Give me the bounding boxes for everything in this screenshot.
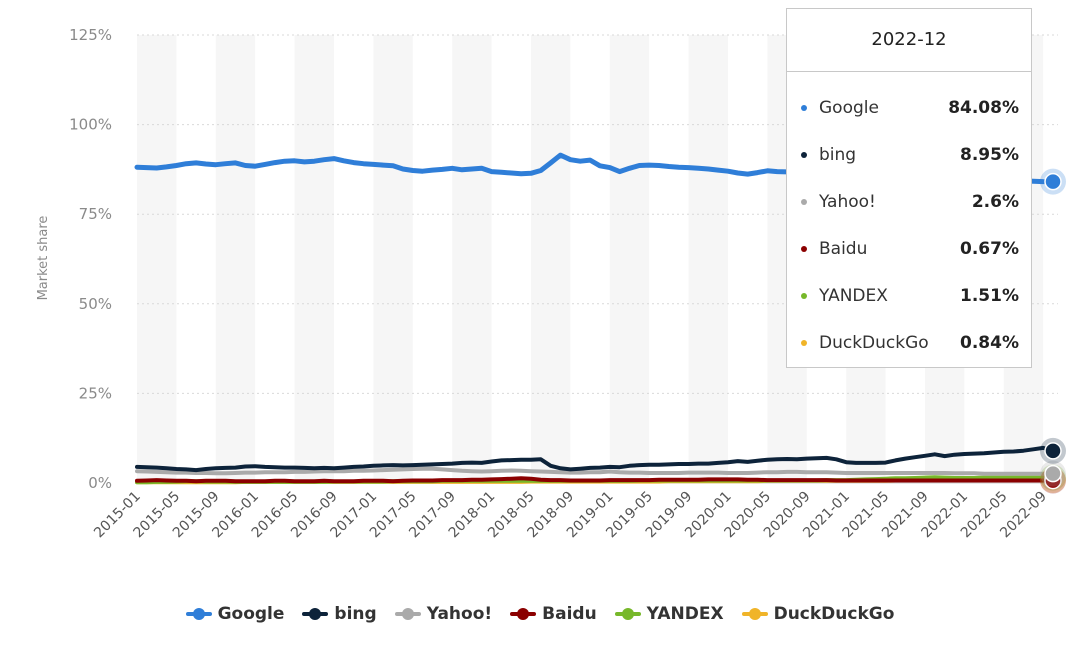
tooltip-row: bing 8.95% (801, 143, 1019, 167)
tooltip-dot-icon (801, 293, 807, 299)
tooltip-series-value: 2.6% (971, 192, 1019, 212)
legend-item[interactable]: Google (185, 604, 285, 624)
legend-label: Google (217, 604, 285, 624)
plot-band (530, 35, 571, 483)
y-tick-label: 25% (79, 384, 112, 402)
legend-item[interactable]: Baidu (510, 604, 597, 624)
tooltip-dot-icon (801, 105, 807, 111)
end-marker (1044, 442, 1062, 460)
legend-item[interactable]: Yahoo! (394, 604, 493, 624)
legend-label: DuckDuckGo (773, 604, 895, 624)
series-line-yahoo (135, 466, 1055, 476)
plot-band (215, 35, 256, 483)
end-marker (1044, 172, 1062, 191)
tooltip-series-value: 8.95% (960, 145, 1019, 165)
tooltip-row: DuckDuckGo 0.84% (801, 331, 1019, 355)
legend-swatch-icon (302, 607, 329, 621)
series-line-bing (135, 445, 1055, 473)
legend: Google bing Yahoo! Baidu YANDEX DuckDuckGo (0, 604, 1080, 624)
legend-swatch-icon (741, 607, 768, 621)
tooltip-series-name: Yahoo! (819, 192, 876, 212)
tooltip: 2022-12 Google 84.08% bing 8.95% Yahoo! 2.6% B… (786, 8, 1032, 368)
plot-bands (137, 35, 1044, 483)
y-tick-label: 100% (69, 116, 112, 134)
tooltip-row: Google 84.08% (801, 96, 1019, 120)
end-markers (1040, 168, 1066, 494)
legend-label: bing (334, 604, 377, 624)
legend-swatch-icon (185, 607, 212, 621)
tooltip-series-value: 0.67% (960, 239, 1019, 259)
series-line-baidu (135, 476, 1055, 484)
tooltip-series-value: 84.08% (948, 98, 1019, 118)
legend-label: YANDEX (646, 604, 724, 624)
tooltip-series-name: DuckDuckGo (819, 333, 929, 353)
legend-swatch-icon (614, 607, 641, 621)
legend-swatch-icon (394, 607, 421, 621)
tooltip-dot-icon (801, 152, 807, 158)
tooltip-series-name: Google (819, 98, 879, 118)
legend-item[interactable]: bing (302, 604, 377, 624)
y-tick-label: 75% (79, 205, 112, 223)
tooltip-row: Yahoo! 2.6% (801, 190, 1019, 214)
y-tick-label: 125% (69, 26, 112, 44)
legend-label: Baidu (542, 604, 597, 624)
tooltip-series-value: 1.51% (960, 286, 1019, 306)
y-axis-ticks: 0% 25% 50% 75% 100% 125% (69, 26, 112, 492)
plot-band (452, 35, 492, 483)
y-axis-label: Market share (36, 216, 51, 301)
end-marker (1044, 464, 1062, 483)
plot-band (373, 35, 413, 483)
plot-band (137, 35, 177, 483)
tooltip-title: 2022-12 (787, 9, 1031, 72)
tooltip-dot-icon (801, 340, 807, 346)
y-tick-label: 0% (88, 474, 112, 492)
plot-band (294, 35, 334, 483)
plot-band (609, 35, 650, 483)
tooltip-series-name: Baidu (819, 239, 868, 259)
tooltip-row: Baidu 0.67% (801, 237, 1019, 261)
plot-band (688, 35, 728, 483)
tooltip-dot-icon (801, 246, 807, 252)
tooltip-row: YANDEX 1.51% (801, 284, 1019, 308)
legend-label: Yahoo! (426, 604, 493, 624)
legend-item[interactable]: YANDEX (614, 604, 724, 624)
tooltip-series-value: 0.84% (960, 333, 1019, 353)
tooltip-series-name: YANDEX (819, 286, 888, 306)
tooltip-series-name: bing (819, 145, 857, 165)
y-tick-label: 50% (79, 295, 112, 313)
x-axis-ticks: 2015-012015-052015-092016-012016-052016-… (91, 489, 1050, 542)
legend-item[interactable]: DuckDuckGo (741, 604, 895, 624)
tooltip-dot-icon (801, 199, 807, 205)
legend-swatch-icon (510, 607, 537, 621)
